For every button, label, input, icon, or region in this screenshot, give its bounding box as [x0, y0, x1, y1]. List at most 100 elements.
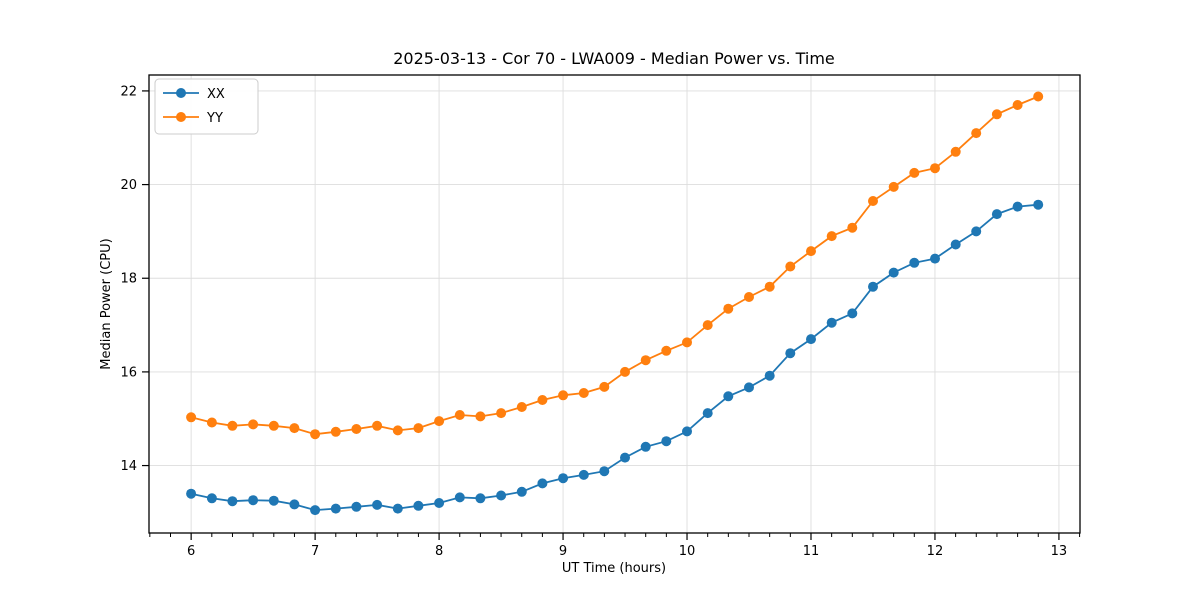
data-point-xx	[661, 436, 672, 447]
data-point-yy	[558, 390, 569, 401]
data-point-yy	[310, 429, 321, 440]
data-point-yy	[785, 261, 796, 272]
x-tick-label: 6	[187, 544, 195, 559]
data-point-yy	[454, 410, 465, 420]
data-point-yy	[268, 420, 279, 431]
legend: XX YY	[154, 78, 259, 135]
data-point-xx	[909, 257, 920, 268]
data-point-yy	[578, 388, 589, 398]
data-point-xx	[599, 466, 610, 477]
chart-title: 2025-03-13 - Cor 70 - LWA009 - Median Po…	[393, 49, 835, 68]
data-point-yy	[186, 412, 197, 423]
data-point-yy	[434, 416, 445, 427]
data-point-xx	[868, 281, 878, 292]
data-point-xx	[413, 500, 424, 511]
data-point-xx	[1012, 201, 1023, 212]
data-point-yy	[991, 109, 1002, 120]
y-tick-label: 22	[120, 84, 137, 99]
data-point-yy	[723, 303, 734, 314]
data-point-yy	[764, 281, 775, 292]
x-tick-label: 10	[679, 544, 696, 559]
data-point-yy	[640, 355, 651, 366]
x-tick-label: 12	[927, 544, 944, 559]
data-point-xx	[392, 503, 403, 514]
x-tick-label: 8	[435, 544, 443, 559]
data-point-xx	[826, 317, 837, 328]
data-point-yy	[806, 246, 816, 257]
data-point-xx	[206, 493, 217, 504]
legend-marker-yy	[176, 112, 186, 122]
data-point-xx	[723, 391, 734, 402]
data-point-yy	[206, 417, 217, 428]
data-point-xx	[578, 469, 589, 480]
data-point-xx	[227, 496, 238, 507]
y-tick-label: 20	[120, 178, 137, 193]
data-point-yy	[950, 146, 961, 157]
data-point-yy	[702, 320, 713, 331]
data-point-xx	[702, 408, 713, 419]
legend-label-yy: YY	[206, 111, 223, 126]
data-point-xx	[454, 492, 465, 503]
data-point-xx	[351, 501, 362, 512]
x-tick-label: 9	[559, 544, 567, 559]
data-point-xx	[310, 505, 321, 516]
data-point-yy	[289, 423, 300, 434]
data-point-yy	[888, 181, 899, 192]
data-point-xx	[516, 486, 527, 497]
y-axis-label: Median Power (CPU)	[99, 238, 114, 369]
legend-label-xx: XX	[207, 87, 225, 102]
data-point-yy	[599, 381, 610, 392]
data-point-yy	[909, 167, 920, 178]
data-point-xx	[620, 452, 630, 463]
data-point-yy	[537, 395, 548, 405]
data-point-xx	[888, 267, 899, 278]
data-point-xx	[186, 488, 197, 499]
data-point-yy	[930, 163, 940, 174]
data-point-xx	[372, 499, 383, 510]
y-tick-label: 16	[120, 365, 137, 380]
data-point-yy	[392, 425, 403, 436]
x-tick-label: 7	[311, 544, 319, 559]
data-point-xx	[991, 209, 1002, 220]
plot-border	[148, 74, 1081, 534]
x-axis-label: UT Time (hours)	[562, 561, 666, 576]
data-point-xx	[537, 478, 548, 489]
data-point-yy	[413, 423, 424, 434]
legend-marker-xx	[176, 88, 186, 98]
series-line-xx	[190, 203, 1039, 512]
x-tick-label: 11	[803, 544, 820, 559]
data-point-yy	[1012, 100, 1023, 110]
data-point-yy	[847, 222, 858, 233]
data-point-xx	[496, 490, 507, 501]
data-point-yy	[248, 419, 259, 430]
data-point-yy	[1033, 91, 1044, 102]
data-point-xx	[434, 498, 445, 508]
data-point-yy	[868, 196, 878, 206]
data-point-yy	[661, 345, 672, 356]
y-tick-label: 18	[120, 272, 137, 287]
data-point-xx	[1033, 199, 1044, 210]
data-point-yy	[620, 366, 630, 377]
series-layer	[186, 91, 1044, 516]
data-point-yy	[744, 292, 754, 302]
data-point-yy	[475, 411, 486, 422]
data-point-xx	[289, 499, 300, 510]
data-point-yy	[351, 424, 362, 434]
data-point-xx	[682, 426, 692, 437]
data-point-xx	[971, 226, 982, 237]
data-point-xx	[268, 495, 279, 506]
data-point-yy	[496, 408, 507, 419]
data-point-xx	[950, 239, 961, 250]
data-point-yy	[330, 426, 341, 437]
x-tick-label: 13	[1051, 544, 1068, 559]
data-point-xx	[785, 348, 796, 359]
y-tick-label: 14	[120, 459, 137, 474]
data-point-xx	[806, 334, 816, 345]
data-point-xx	[558, 473, 569, 484]
data-point-xx	[847, 308, 858, 319]
data-point-xx	[248, 495, 259, 506]
data-point-xx	[764, 370, 775, 381]
data-point-xx	[330, 503, 341, 514]
